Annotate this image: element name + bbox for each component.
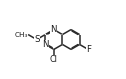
- Text: CH₃: CH₃: [15, 32, 28, 38]
- Text: Cl: Cl: [50, 55, 58, 64]
- Text: N: N: [42, 40, 49, 49]
- Text: F: F: [86, 45, 91, 54]
- Text: S: S: [34, 35, 39, 44]
- Text: N: N: [51, 25, 57, 34]
